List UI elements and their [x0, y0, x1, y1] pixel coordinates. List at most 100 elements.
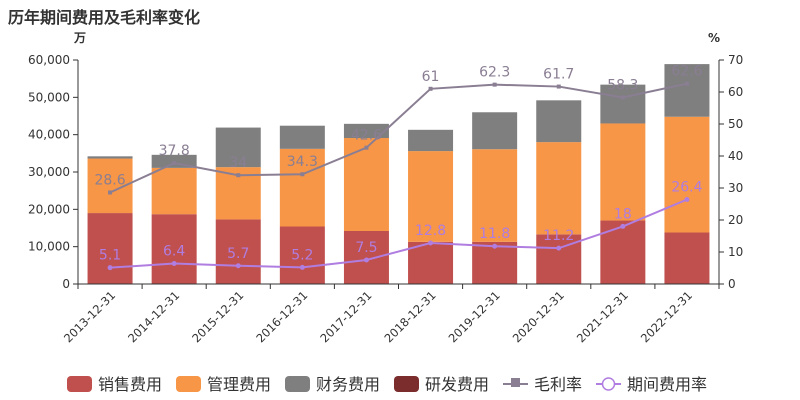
- left-tick-label: 0: [62, 277, 70, 291]
- legend-label: 财务费用: [316, 375, 380, 394]
- x-tick-label: 2021-12-31: [574, 288, 631, 345]
- data-label: 61.7: [543, 67, 574, 83]
- legend-label: 管理费用: [207, 375, 271, 394]
- series-point: [428, 86, 433, 91]
- legend-swatch: [285, 376, 310, 392]
- series-point: [364, 145, 369, 150]
- bar-segment: [408, 129, 454, 152]
- right-tick-label: 10: [728, 245, 743, 259]
- bar-segment: [279, 148, 325, 227]
- right-tick-label: 20: [728, 213, 743, 227]
- data-label: 62.3: [479, 65, 510, 81]
- bar-segment: [472, 112, 518, 150]
- bar-segment: [600, 123, 646, 221]
- legend-label: 毛利率: [534, 375, 582, 394]
- series-point: [363, 257, 369, 263]
- data-label: 61: [422, 69, 440, 85]
- bar-segment: [343, 230, 389, 284]
- legend-label: 研发费用: [425, 375, 489, 394]
- data-label: 28.6: [94, 172, 125, 188]
- bar-segment: [664, 116, 710, 233]
- series-point: [171, 261, 177, 267]
- x-tick-label: 2020-12-31: [510, 288, 567, 345]
- left-tick-label: 40,000: [28, 128, 70, 142]
- legend-swatch: [176, 376, 201, 392]
- data-label: 11.2: [543, 228, 574, 244]
- left-tick-label: 20,000: [28, 202, 70, 216]
- series-point: [108, 190, 113, 195]
- right-tick-label: 70: [728, 53, 743, 67]
- series-point: [492, 243, 498, 249]
- x-tick-label: 2022-12-31: [638, 288, 695, 345]
- bar-segment: [151, 214, 197, 284]
- data-label: 34: [229, 155, 247, 171]
- series-point: [428, 240, 434, 246]
- data-label: 58.3: [607, 77, 638, 93]
- legend-swatch-marker: [511, 378, 520, 387]
- series-point: [107, 265, 113, 271]
- series-point: [300, 172, 305, 177]
- bar-segment: [664, 232, 710, 284]
- right-tick-label: 0: [728, 277, 736, 291]
- data-label: 5.1: [99, 248, 121, 264]
- data-label: 62.6: [671, 64, 702, 80]
- left-tick-label: 50,000: [28, 90, 70, 104]
- data-label: 12.8: [415, 223, 446, 239]
- bar-segment: [472, 149, 518, 242]
- left-tick-label: 30,000: [28, 165, 70, 179]
- left-axis-unit: 万: [73, 31, 86, 45]
- legend-swatch: [67, 376, 92, 392]
- legend-swatch: [394, 376, 419, 392]
- series-point: [235, 263, 241, 269]
- bar-segment: [151, 167, 197, 215]
- bar-segment: [600, 84, 646, 124]
- x-tick-label: 2017-12-31: [317, 288, 374, 345]
- left-tick-label: 60,000: [28, 53, 70, 67]
- x-tick-label: 2013-12-31: [61, 288, 118, 345]
- bar-segment: [215, 127, 261, 168]
- data-label: 37.8: [159, 143, 190, 159]
- series-line: [109, 82, 688, 194]
- bar-segment: [408, 151, 454, 242]
- series-point: [299, 264, 305, 270]
- bar-segment: [279, 226, 325, 284]
- series-point: [684, 81, 689, 86]
- x-tick-label: 2018-12-31: [382, 288, 439, 345]
- series-point: [236, 173, 241, 178]
- data-label: 6.4: [163, 244, 185, 260]
- bar-segment: [600, 220, 646, 284]
- series-point: [492, 82, 497, 87]
- series-point: [172, 161, 177, 166]
- data-label: 5.7: [227, 246, 249, 262]
- legend-swatch-marker: [601, 377, 616, 391]
- series-point: [684, 197, 690, 203]
- series-point: [620, 95, 625, 100]
- x-tick-label: 2015-12-31: [189, 288, 246, 345]
- x-tick-label: 2019-12-31: [446, 288, 503, 345]
- right-axis-unit: %: [708, 31, 720, 45]
- right-tick-label: 30: [728, 181, 743, 195]
- bar-segment: [87, 156, 133, 159]
- bar-segment: [408, 241, 454, 284]
- series-point: [556, 84, 561, 89]
- data-label: 5.2: [291, 247, 313, 263]
- series-line: [109, 198, 688, 269]
- data-label: 7.5: [355, 240, 377, 256]
- bar-segment: [279, 125, 325, 149]
- right-tick-label: 50: [728, 117, 743, 131]
- data-label: 26.4: [671, 180, 702, 196]
- x-tick-label: 2016-12-31: [253, 288, 310, 345]
- x-tick-label: 2014-12-31: [125, 288, 182, 345]
- legend-label: 销售费用: [98, 375, 162, 394]
- data-label: 34.3: [287, 154, 318, 170]
- legend-label: 期间费用率: [627, 375, 707, 394]
- bar-segment: [343, 123, 389, 139]
- bar-segment: [536, 100, 582, 143]
- data-label: 18: [614, 206, 632, 222]
- bar-segment: [472, 241, 518, 284]
- right-tick-label: 40: [728, 149, 743, 163]
- bar-segment: [87, 213, 133, 284]
- bar-segment: [215, 219, 261, 284]
- data-label: 42.6: [351, 128, 382, 144]
